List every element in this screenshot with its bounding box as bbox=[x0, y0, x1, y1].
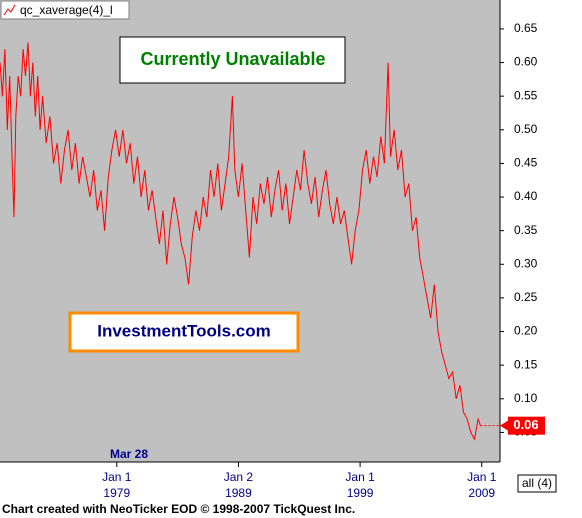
axis-area bbox=[500, 0, 582, 500]
legend-label: qc_xaverage(4)_l bbox=[20, 3, 113, 17]
range-label[interactable]: all (4) bbox=[522, 476, 552, 490]
price-line bbox=[0, 42, 481, 441]
legend-icon bbox=[3, 4, 16, 16]
y-tick-label: 0.10 bbox=[514, 391, 538, 405]
y-tick-label: 0.25 bbox=[514, 290, 538, 304]
y-tick-label: 0.65 bbox=[514, 21, 538, 35]
y-tick-label: 0.55 bbox=[514, 88, 538, 102]
y-tick-label: 0.15 bbox=[514, 357, 538, 371]
last-value-pointer bbox=[500, 420, 508, 431]
y-tick-label: 0.35 bbox=[514, 223, 538, 237]
last-value-label: 0.06 bbox=[513, 417, 538, 432]
last-value-box bbox=[508, 416, 545, 435]
x-tick-year: 1989 bbox=[225, 486, 252, 500]
legend bbox=[0, 0, 130, 20]
status-box bbox=[119, 36, 346, 84]
y-tick-label: 0.50 bbox=[514, 122, 538, 136]
brand-box bbox=[68, 311, 300, 353]
x-tick-label: Jan 1 bbox=[467, 470, 497, 484]
y-tick-label: 0.20 bbox=[514, 324, 538, 338]
footer: Chart created with NeoTicker EOD © 1998-… bbox=[2, 502, 355, 516]
x-tick-year: 1979 bbox=[103, 486, 130, 500]
x-tick-year: 2009 bbox=[468, 486, 495, 500]
y-tick-label: 0.30 bbox=[514, 256, 538, 270]
y-tick-label: 0.60 bbox=[514, 55, 538, 69]
x-tick-label: Jan 1 bbox=[102, 470, 132, 484]
y-tick-label: 0.40 bbox=[514, 189, 538, 203]
x-tick-label: Jan 2 bbox=[224, 470, 254, 484]
status-text: Currently Unavailable bbox=[140, 49, 325, 69]
x-tick-label: Jan 1 bbox=[345, 470, 375, 484]
x-tick-year: 1999 bbox=[347, 486, 374, 500]
range-button[interactable] bbox=[517, 474, 557, 493]
y-tick-label: 0.45 bbox=[514, 156, 538, 170]
date-annotation: Mar 28 bbox=[110, 447, 148, 461]
brand-text: InvestmentTools.com bbox=[97, 321, 271, 340]
